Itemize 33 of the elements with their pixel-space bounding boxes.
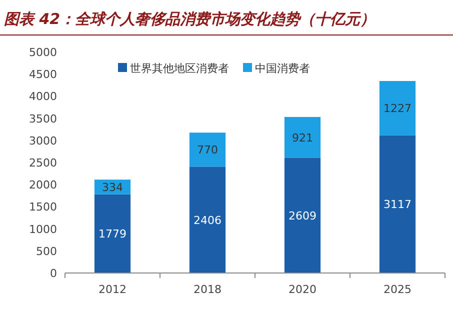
bar <box>379 135 416 273</box>
data-label: 334 <box>102 180 123 194</box>
y-tick-label: 4500 <box>29 68 57 82</box>
bar <box>189 132 226 167</box>
x-tick-label: 2018 <box>194 283 222 296</box>
y-tick-label: 0 <box>50 267 57 280</box>
y-tick-label: 4000 <box>29 90 57 104</box>
data-label: 921 <box>292 131 313 144</box>
y-tick-label: 5000 <box>29 46 57 59</box>
data-label: 1227 <box>384 102 412 116</box>
y-tick-label: 500 <box>36 244 57 258</box>
bar <box>94 194 131 273</box>
data-label: 3117 <box>384 198 412 212</box>
bar <box>189 166 226 273</box>
data-label: 2609 <box>288 209 316 222</box>
legend-label: 世界其他地区消费者 <box>130 62 229 75</box>
chart-title: 图表 42：全球个人奢侈品消费市场变化趋势（十亿元） <box>4 10 376 28</box>
x-tick-label: 2020 <box>288 283 316 296</box>
data-label: 2406 <box>194 214 222 227</box>
bar <box>284 116 321 158</box>
y-tick-label: 3500 <box>29 112 57 126</box>
y-tick-label: 1500 <box>29 200 57 214</box>
data-label: 1779 <box>98 228 126 241</box>
bar <box>379 80 416 136</box>
legend-label: 中国消费者 <box>255 62 310 75</box>
x-tick-label: 2012 <box>98 283 126 296</box>
data-label: 770 <box>197 144 218 157</box>
y-tick-label: 3000 <box>29 134 57 148</box>
y-tick-label: 2000 <box>29 178 57 192</box>
y-tick-label: 2500 <box>29 156 57 170</box>
bar <box>284 158 321 273</box>
y-tick-label: 1000 <box>29 222 57 236</box>
x-tick-label: 2025 <box>384 283 412 296</box>
